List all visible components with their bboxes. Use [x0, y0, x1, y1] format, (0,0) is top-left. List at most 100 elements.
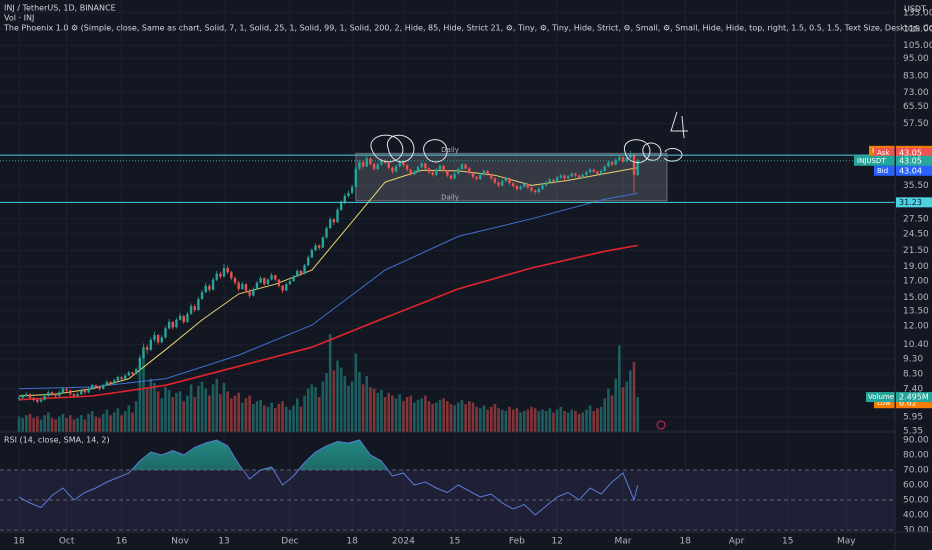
price-tag-label: Bid: [877, 167, 888, 175]
candle-body: [490, 174, 493, 179]
volume-bar: [21, 418, 24, 432]
drawing: [423, 139, 448, 163]
volume-bar: [266, 406, 270, 432]
candle-body: [358, 162, 361, 169]
candle-body: [625, 157, 628, 162]
volume-bar: [566, 412, 570, 432]
candle-body: [636, 160, 639, 175]
candle-body: [303, 265, 306, 274]
volume-bar: [54, 419, 57, 432]
candle-body: [266, 279, 270, 285]
candle-body: [164, 328, 167, 338]
candle-body: [413, 171, 416, 175]
candle-body: [61, 388, 65, 393]
volume-bar: [321, 381, 325, 432]
volume-bar: [504, 411, 508, 432]
candle-body: [138, 357, 142, 370]
candle-body: [244, 284, 248, 291]
x-tick-label: Dec: [281, 537, 298, 547]
price-tag-value: 43.04: [899, 166, 922, 175]
volume-bar: [467, 401, 471, 432]
candle-body: [541, 185, 544, 190]
candle-body: [80, 390, 83, 395]
volume-bar: [500, 409, 504, 432]
candle-body: [131, 372, 134, 374]
x-tick-label: 15: [782, 537, 793, 547]
candle-body: [497, 182, 500, 186]
candle-body: [69, 390, 72, 395]
x-tick-label: Oct: [59, 537, 75, 547]
volume-bar: [464, 404, 467, 432]
volume-bar: [204, 388, 208, 432]
volume-bar: [112, 412, 116, 432]
candle-body: [314, 245, 317, 251]
hand-drawings: [370, 111, 688, 164]
volume-bar: [548, 408, 552, 432]
volume-bar: [431, 404, 434, 432]
volume-bar: [241, 402, 244, 432]
candle-body: [372, 163, 376, 169]
candle-body: [255, 282, 259, 289]
y-tick-label: 65.50: [903, 102, 929, 112]
volume-bar: [618, 345, 621, 432]
volume-bar: [449, 404, 453, 432]
candle-body: [537, 189, 541, 193]
volume-bar: [325, 373, 328, 432]
price-tag-label: Low: [877, 399, 891, 407]
candle-body: [365, 158, 368, 167]
volume-bar: [219, 394, 222, 432]
price-tag-label-box: [874, 147, 895, 158]
volume-bar: [17, 416, 21, 432]
volume-bar: [475, 406, 478, 432]
volume-bar: [222, 383, 226, 432]
volume-bar: [482, 405, 486, 432]
x-tick-label: 2024: [392, 537, 415, 547]
drawing: [642, 142, 662, 161]
y-tick-label: 8.30: [903, 369, 923, 379]
indicator-label: The Phoenix 1.0 ⚙ (Simple, close, Same a…: [3, 24, 932, 33]
candle-body: [58, 392, 61, 396]
candle-body: [449, 175, 453, 179]
candle-body: [629, 154, 632, 158]
volume-bar: [94, 416, 98, 432]
rsi-tick-label: 70.00: [903, 465, 929, 475]
rsi-tick-label: 60.00: [903, 481, 929, 491]
volume-bar: [526, 409, 530, 432]
volume-bar: [244, 398, 248, 432]
moving-average: [18, 167, 638, 397]
y-tick-label: 7.40: [903, 384, 923, 394]
candle-body: [310, 250, 314, 258]
candle-body: [446, 170, 449, 176]
volume-bar: [310, 384, 314, 432]
candle-body: [76, 394, 79, 396]
level-label: Daily: [441, 193, 459, 201]
candle-body: [142, 347, 145, 358]
candle-body: [160, 337, 163, 343]
volume-bar: [68, 415, 72, 432]
price-tag-value: 43.05: [899, 156, 922, 165]
candle-body: [460, 164, 464, 169]
candle-body: [65, 388, 68, 391]
volume-bar: [574, 411, 577, 432]
volume-bar: [610, 395, 614, 432]
candle-body: [200, 292, 204, 300]
volume-bar: [489, 406, 493, 432]
volume-bar: [570, 409, 574, 432]
x-tick-label: Nov: [171, 537, 189, 547]
volume-bar: [105, 409, 109, 432]
volume-bar: [541, 409, 544, 432]
volume-bar: [32, 418, 35, 432]
volume-bar: [281, 401, 284, 432]
y-tick-label: 27.50: [903, 214, 929, 224]
candle-body: [493, 178, 497, 183]
volume-bar: [471, 402, 475, 432]
candle-body: [409, 169, 412, 175]
candle-body: [515, 186, 519, 190]
volume-bar: [508, 406, 511, 432]
volume-bar: [629, 370, 632, 432]
volume-bar: [372, 388, 376, 432]
candle-body: [387, 162, 390, 168]
candle-body: [288, 281, 292, 285]
event-icon: [656, 420, 666, 430]
candle-body: [398, 161, 401, 167]
